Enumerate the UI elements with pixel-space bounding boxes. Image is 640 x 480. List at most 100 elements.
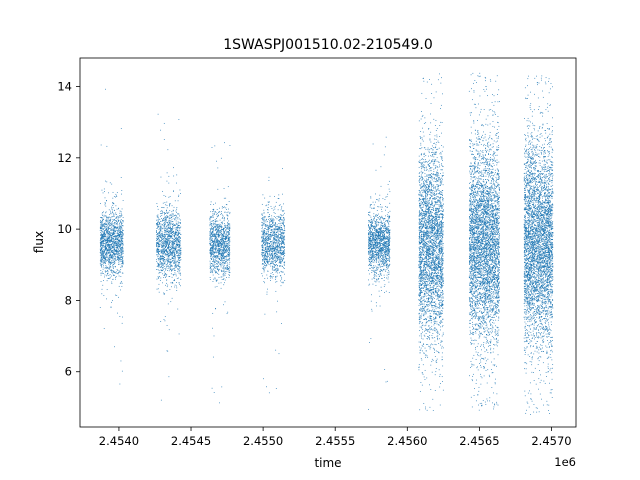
data-point (104, 267, 106, 269)
data-point (105, 241, 107, 243)
data-point (101, 242, 102, 244)
data-point (113, 245, 115, 247)
data-point (115, 242, 117, 243)
data-point (156, 288, 158, 290)
data-point (278, 228, 280, 229)
data-point (211, 253, 213, 255)
data-point (219, 226, 221, 228)
data-point (166, 207, 168, 209)
data-point (284, 226, 285, 228)
data-point (212, 214, 214, 216)
data-point (165, 235, 166, 237)
data-point (99, 246, 101, 248)
data-point (166, 242, 168, 244)
data-point (178, 333, 180, 335)
data-point (100, 245, 102, 247)
data-point (266, 293, 268, 295)
data-point (161, 236, 163, 238)
data-point (209, 249, 211, 251)
data-point (120, 234, 122, 236)
data-point (117, 246, 119, 248)
data-point (167, 261, 169, 263)
data-point (173, 223, 174, 225)
data-point (163, 244, 165, 246)
data-point (105, 222, 107, 224)
data-point (114, 261, 116, 263)
data-point (163, 235, 164, 237)
data-point (274, 225, 275, 226)
data-point (112, 232, 114, 234)
data-point (224, 237, 226, 239)
data-point (162, 250, 164, 251)
data-point (223, 231, 225, 233)
data-point (218, 232, 220, 234)
data-point (177, 235, 179, 236)
data-point (159, 267, 161, 268)
data-point (170, 253, 172, 255)
data-point (103, 188, 105, 190)
data-point (101, 189, 103, 191)
observing-season (261, 168, 286, 394)
data-point (158, 243, 160, 245)
data-point (170, 250, 171, 252)
data-point (107, 267, 109, 269)
data-point (275, 217, 276, 219)
data-point (172, 221, 174, 223)
data-point (117, 257, 119, 259)
data-point (280, 237, 281, 238)
data-point (179, 252, 181, 254)
data-point (281, 247, 283, 248)
data-point (177, 223, 178, 225)
data-point (266, 259, 268, 261)
data-point (217, 228, 219, 230)
data-point (210, 253, 212, 255)
data-point (223, 242, 225, 243)
data-point (173, 167, 174, 169)
data-point (180, 248, 181, 250)
data-point (176, 253, 177, 254)
data-point (164, 216, 166, 218)
data-point (171, 247, 173, 249)
data-point (214, 256, 216, 258)
data-point (284, 262, 285, 264)
data-point (122, 221, 124, 223)
data-point (281, 206, 283, 208)
data-point (212, 247, 214, 248)
data-point (114, 249, 116, 251)
data-point (164, 250, 165, 252)
data-point (264, 250, 266, 252)
data-point (102, 238, 104, 239)
data-point (119, 270, 121, 272)
data-point (162, 235, 164, 237)
data-point (113, 246, 115, 248)
data-point (121, 233, 122, 235)
data-point (222, 270, 224, 272)
data-point (118, 296, 119, 298)
data-point (166, 279, 168, 281)
data-point (166, 239, 168, 241)
data-point (119, 231, 120, 233)
data-point (156, 250, 158, 251)
data-point (264, 232, 266, 233)
data-point (102, 229, 104, 231)
data-point (275, 253, 277, 255)
data-point (114, 236, 116, 238)
data-point (102, 228, 103, 230)
data-point (174, 260, 176, 262)
data-point (169, 217, 170, 219)
data-point (105, 252, 107, 254)
data-point (118, 250, 120, 252)
data-point (215, 218, 217, 219)
data-point (283, 238, 284, 240)
data-point (179, 236, 181, 238)
data-point (229, 234, 230, 235)
data-point (113, 233, 115, 234)
data-point (262, 260, 264, 262)
data-point (161, 257, 163, 259)
data-point (101, 252, 103, 254)
data-point (118, 246, 120, 248)
data-point (223, 218, 225, 219)
data-point (266, 242, 268, 244)
data-point (385, 381, 387, 383)
data-point (280, 256, 282, 258)
